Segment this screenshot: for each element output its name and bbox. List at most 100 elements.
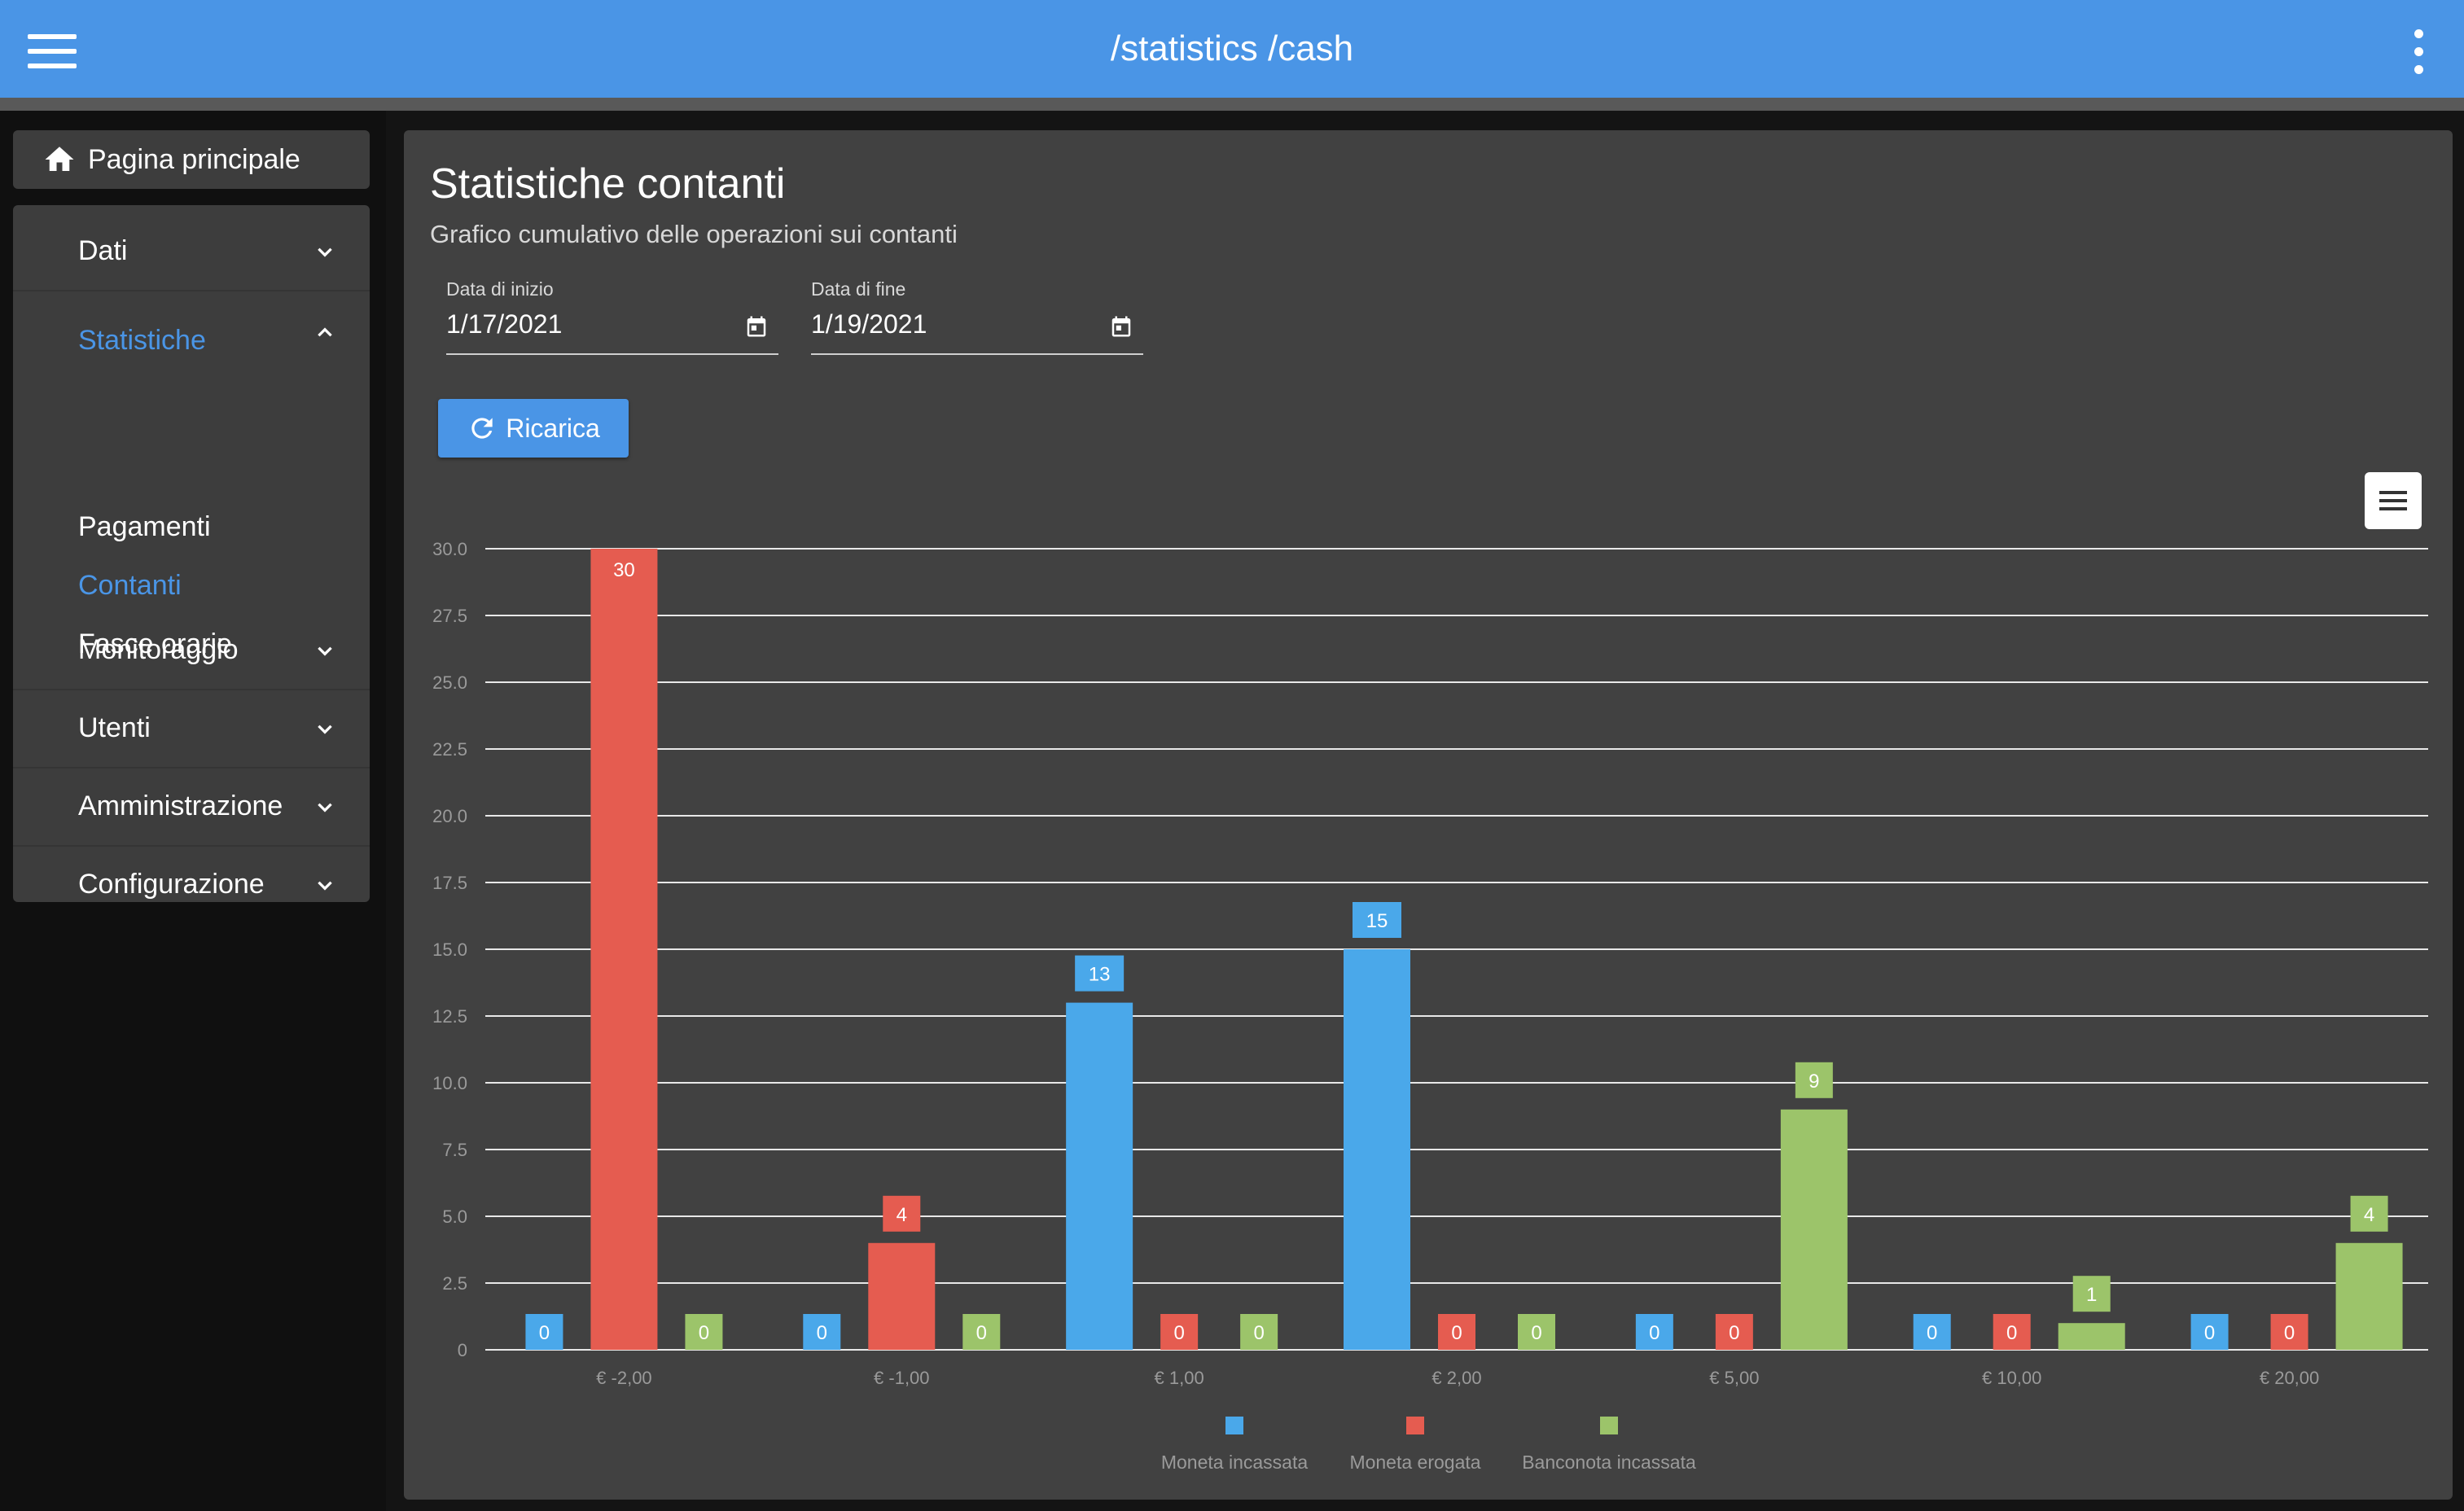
page-title: /statistics /cash	[1110, 28, 1354, 68]
sidebar-item-amministrazione[interactable]: Amministrazione	[13, 767, 370, 847]
y-tick-label: 20.0	[432, 806, 467, 826]
y-tick-label: 0	[458, 1340, 467, 1360]
data-label-box	[1715, 1314, 1753, 1350]
sidebar: Pagina principale Dati Statistiche Pagam…	[0, 111, 386, 1511]
bar	[1780, 1109, 1848, 1350]
sidebar-item-utenti[interactable]: Utenti	[13, 689, 370, 769]
y-tick-label: 30.0	[432, 539, 467, 559]
bar-chart: 0 2.5 5.0 7.5 10.0 12.5 15.0 17.5 20.0 22.5 25.0 27…	[432, 539, 2428, 1473]
legend-label: Moneta incassata	[1161, 1452, 1308, 1473]
chevron-down-icon	[318, 646, 332, 656]
legend-label: Moneta erogata	[1349, 1452, 1480, 1473]
end-date-label: Data di fine	[811, 278, 906, 300]
x-tick-label: € 1,00	[1155, 1368, 1204, 1388]
start-date-label: Data di inizio	[446, 278, 554, 300]
chevron-up-icon	[318, 327, 332, 337]
x-tick-label: € 20,00	[2260, 1368, 2319, 1388]
data-label-box	[1518, 1314, 1555, 1350]
end-date-underline	[811, 353, 1143, 355]
home-icon	[45, 147, 74, 171]
x-tick-label: € 2,00	[1431, 1368, 1481, 1388]
sidebar-item-label: Utenti	[78, 712, 151, 743]
data-label-box	[1635, 1314, 1673, 1350]
data-label: 0	[1927, 1322, 1937, 1344]
end-date-field[interactable]: Data di fine 1/19/2021	[811, 278, 1143, 355]
x-tick-label: € -2,00	[596, 1368, 652, 1388]
data-label-box	[1353, 902, 1401, 938]
data-label: 0	[1451, 1322, 1462, 1344]
sidebar-item-statistiche[interactable]: Statistiche	[13, 301, 370, 379]
data-label-box	[1993, 1314, 2031, 1350]
data-label: 30	[613, 559, 635, 581]
bar	[1344, 949, 1410, 1350]
y-tick-label: 12.5	[432, 1006, 467, 1027]
start-date-field[interactable]: Data di inizio 1/17/2021	[446, 278, 778, 355]
reload-button-label: Ricarica	[506, 413, 600, 443]
sidebar-item-dati[interactable]: Dati	[13, 212, 370, 291]
y-tick-label: 27.5	[432, 606, 467, 626]
legend-swatch	[1225, 1417, 1243, 1434]
main-card: Statistiche contanti Grafico cumulativo …	[404, 130, 2453, 1500]
bar	[2058, 1323, 2125, 1350]
data-label-box	[1438, 1314, 1475, 1350]
data-label: 0	[699, 1322, 709, 1344]
x-tick-label: € 5,00	[1709, 1368, 1759, 1388]
y-tick-label: 15.0	[432, 939, 467, 960]
sidebar-item-label: Pagina principale	[88, 143, 300, 175]
data-label: 1	[2086, 1284, 2097, 1306]
y-tick-label: 10.0	[432, 1073, 467, 1093]
data-label: 0	[1253, 1322, 1264, 1344]
data-label: 4	[2364, 1204, 2374, 1226]
sidebar-nav: Dati Statistiche Pagamenti Contanti Fasc…	[13, 205, 370, 902]
data-label-box	[1240, 1314, 1278, 1350]
data-label: 0	[2006, 1322, 2017, 1344]
data-label-box	[1160, 1314, 1199, 1350]
start-date-input[interactable]: 1/17/2021	[446, 309, 563, 339]
chart-menu-icon[interactable]	[2365, 472, 2422, 529]
data-label-box	[2190, 1314, 2229, 1350]
app-bar: /statistics /cash	[0, 0, 2464, 98]
bar	[1066, 1002, 1133, 1350]
sidebar-item-label: Dati	[78, 234, 128, 266]
sidebar-item-home[interactable]: Pagina principale	[13, 130, 370, 189]
sidebar-item-configurazione[interactable]: Configurazione	[13, 845, 370, 923]
card-title: Statistiche contanti	[430, 160, 786, 208]
data-label: 0	[2204, 1322, 2215, 1344]
legend-swatch	[1600, 1417, 1618, 1434]
hamburger-menu-icon[interactable]	[28, 29, 80, 70]
sidebar-subitem-pagamenti[interactable]: Pagamenti	[78, 511, 211, 542]
data-label: 15	[1366, 910, 1388, 932]
y-tick-label: 22.5	[432, 739, 467, 760]
reload-button[interactable]: Ricarica	[438, 399, 629, 458]
sidebar-item-monitoraggio[interactable]: Monitoraggio	[13, 611, 370, 690]
data-label: 0	[1729, 1322, 1739, 1344]
data-label-box	[803, 1314, 841, 1350]
calendar-icon[interactable]	[744, 314, 769, 339]
bar	[590, 549, 658, 1350]
sidebar-item-label: Monitoraggio	[78, 633, 239, 665]
legend-label: Banconota incassata	[1522, 1452, 1696, 1473]
y-tick-label: 17.5	[432, 873, 467, 893]
sidebar-subitem-contanti[interactable]: Contanti	[78, 570, 182, 601]
data-label: 13	[1089, 964, 1111, 986]
data-label-box	[2072, 1276, 2111, 1312]
y-tick-label: 2.5	[442, 1273, 467, 1294]
sidebar-item-label: Configurazione	[78, 868, 265, 900]
end-date-input[interactable]: 1/19/2021	[811, 309, 927, 339]
data-label: 0	[1531, 1322, 1541, 1344]
calendar-icon[interactable]	[1109, 314, 1133, 339]
sidebar-item-label: Statistiche	[78, 324, 206, 356]
x-tick-label: € 10,00	[1982, 1368, 2041, 1388]
card-subtitle: Grafico cumulativo delle operazioni sui …	[430, 220, 958, 248]
data-label-box	[883, 1195, 921, 1232]
bar	[868, 1242, 936, 1350]
chevron-down-icon	[318, 247, 332, 257]
data-label-box	[1913, 1314, 1951, 1350]
sidebar-subitem-fasce-orarie[interactable]: Fasce orarie	[78, 628, 232, 659]
bar	[2335, 1242, 2403, 1350]
data-label-box	[2350, 1195, 2388, 1232]
more-vert-icon[interactable]	[2407, 28, 2430, 77]
data-label: 0	[1649, 1322, 1659, 1344]
data-label-box	[685, 1314, 723, 1350]
data-label-box	[962, 1314, 1001, 1350]
